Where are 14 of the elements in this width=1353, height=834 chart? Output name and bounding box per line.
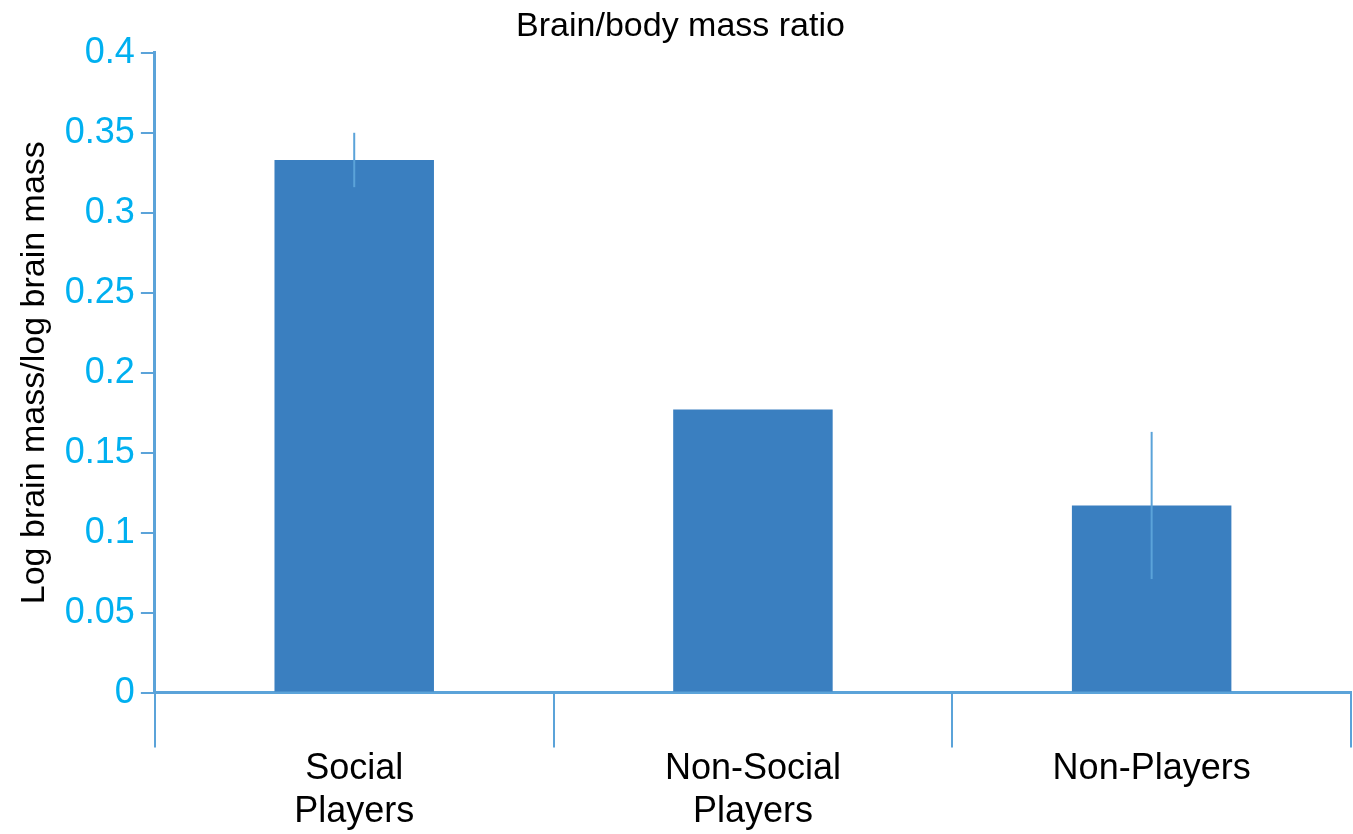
y-tick-label: 0.15 <box>64 429 135 471</box>
y-tick-label: 0.3 <box>84 189 135 231</box>
x-tick-label: Non-Players <box>1052 746 1251 788</box>
y-tick-label: 0.25 <box>64 269 135 311</box>
y-tick-label: 0.2 <box>84 349 135 391</box>
y-tick-label: 0.4 <box>84 29 135 71</box>
y-tick-label: 0 <box>114 669 135 711</box>
y-tick-label: 0.05 <box>64 589 135 631</box>
y-tick-label: 0.1 <box>84 509 135 551</box>
x-tick-label: Non-Social Players <box>664 746 841 831</box>
chart-title: Brain/body mass ratio <box>516 4 845 43</box>
x-tick-label: Social Players <box>294 746 415 831</box>
y-axis-title: Log brain mass/log brain mass <box>12 141 51 605</box>
y-tick-label: 0.35 <box>64 109 135 151</box>
